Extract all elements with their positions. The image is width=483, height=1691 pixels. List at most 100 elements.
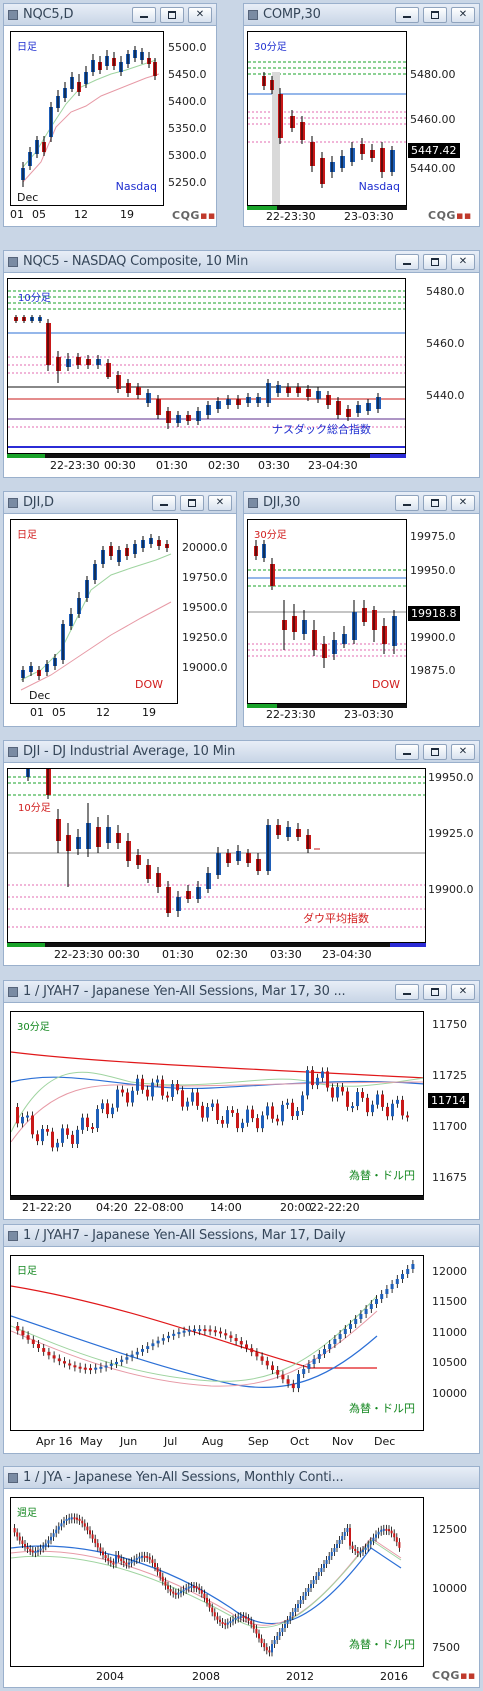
chart-svg	[8, 769, 425, 928]
window-dji-30[interactable]: DJI,30	[243, 491, 480, 727]
chart-plot-area[interactable]: 30分足 為替・ドル円	[10, 1011, 424, 1196]
chart-svg	[248, 61, 406, 205]
window-comp-30[interactable]: COMP,30	[243, 3, 480, 227]
minimize-button[interactable]	[132, 7, 156, 23]
chart-svg	[20, 534, 172, 691]
instrument-label: 為替・ドル円	[349, 1638, 415, 1651]
window-titlebar[interactable]: 1 / JYAH7 - Japanese Yen-All Sessions, M…	[4, 1225, 479, 1247]
x-tick: 2008	[192, 1670, 220, 1683]
y-tick: 11725	[432, 1069, 467, 1082]
maximize-button[interactable]	[423, 984, 447, 1000]
x-tick: 14:00	[210, 1201, 242, 1214]
maximize-button[interactable]	[180, 495, 204, 511]
x-tick: 19	[120, 208, 134, 221]
window-title: NQC5,D	[23, 7, 74, 22]
window-jyah7-daily[interactable]: 1 / JYAH7 - Japanese Yen-All Sessions, M…	[3, 1224, 480, 1454]
x-tick: 23-04:30	[308, 459, 358, 472]
close-icon	[452, 8, 474, 22]
window-titlebar[interactable]: DJI,D	[4, 492, 236, 514]
x-tick: Dec	[374, 1435, 396, 1448]
x-tick: 22-22:20	[310, 1201, 360, 1214]
y-tick: 11700	[432, 1120, 467, 1133]
y-tick: 5300.0	[168, 149, 207, 162]
x-tick: 22-08:00	[134, 1201, 184, 1214]
minimize-button[interactable]	[395, 744, 419, 760]
chart-plot-area[interactable]: 30分足 DOW	[247, 519, 407, 704]
minimize-button[interactable]	[395, 984, 419, 1000]
maximize-button[interactable]	[423, 7, 447, 23]
chart-plot-area[interactable]: 30分足 Nasdaq	[247, 31, 407, 206]
x-tick: 22-23:30	[266, 210, 316, 223]
window-titlebar[interactable]: 1 / JYAH7 - Japanese Yen-All Sessions, M…	[4, 981, 479, 1003]
chart-plot-area[interactable]: 週足 為替・ドル円	[10, 1497, 424, 1667]
window-dji-10min[interactable]: DJI - DJ Industrial Average, 10 Min	[3, 740, 480, 966]
maximize-button[interactable]	[423, 495, 447, 511]
maximize-button[interactable]	[423, 254, 447, 270]
window-dji-daily[interactable]: DJI,D	[3, 491, 237, 727]
x-tick: Aug	[202, 1435, 224, 1448]
window-nqc5-10min[interactable]: NQC5 - NASDAQ Composite, 10 Min	[3, 250, 480, 478]
candles	[16, 1260, 415, 1393]
close-button[interactable]	[451, 744, 475, 760]
minimize-button[interactable]	[152, 495, 176, 511]
session-bar	[45, 943, 390, 947]
last-price-box: 5447.42	[408, 143, 460, 158]
minimize-button[interactable]	[395, 254, 419, 270]
close-button[interactable]	[208, 495, 232, 511]
close-button[interactable]	[451, 7, 475, 23]
maximize-button[interactable]	[160, 7, 184, 23]
window-titlebar[interactable]: DJI,30	[244, 492, 479, 514]
close-button[interactable]	[451, 495, 475, 511]
window-title: COMP,30	[263, 7, 321, 22]
window-title: 1 / JYA - Japanese Yen-All Sessions, Mon…	[23, 1470, 344, 1485]
chart-window-icon	[8, 987, 18, 997]
timeframe-label: 30分足	[17, 1022, 50, 1033]
window-titlebar[interactable]: NQC5,D	[4, 4, 216, 26]
minimize-icon	[396, 255, 418, 269]
x-tick: 22-23:30	[266, 708, 316, 721]
y-tick: 19000.0	[182, 661, 228, 674]
chart-svg	[11, 1051, 423, 1152]
candles	[21, 534, 169, 682]
window-title: DJI - DJ Industrial Average, 10 Min	[23, 744, 236, 759]
maximize-button[interactable]	[423, 744, 447, 760]
y-tick: 19500.0	[182, 601, 228, 614]
x-tick: 23-04:30	[322, 948, 372, 961]
close-button[interactable]	[451, 984, 475, 1000]
maximize-icon	[424, 255, 446, 269]
chart-window-icon	[8, 1231, 18, 1241]
chart-plot-area[interactable]: 10分足 ダウ平均指数	[7, 768, 426, 943]
maximize-icon	[424, 496, 446, 510]
x-tick: Oct	[290, 1435, 310, 1448]
chart-window-icon	[8, 257, 18, 267]
close-button[interactable]	[451, 254, 475, 270]
window-titlebar[interactable]: DJI - DJ Industrial Average, 10 Min	[4, 741, 479, 763]
close-button[interactable]	[188, 7, 212, 23]
instrument-label: 為替・ドル円	[349, 1169, 415, 1182]
y-tick: 5440.00	[410, 162, 456, 175]
x-tick: 01:30	[162, 948, 194, 961]
window-nqc5-daily[interactable]: NQC5,D	[3, 3, 217, 227]
maximize-icon	[161, 8, 183, 22]
session-bar	[7, 454, 45, 458]
close-icon	[209, 496, 231, 510]
window-titlebar[interactable]: 1 / JYA - Japanese Yen-All Sessions, Mon…	[4, 1467, 479, 1489]
minimize-button[interactable]	[395, 7, 419, 23]
maximize-icon	[424, 8, 446, 22]
session-bar	[370, 454, 406, 458]
window-jya-monthly[interactable]: 1 / JYA - Japanese Yen-All Sessions, Mon…	[3, 1466, 480, 1688]
window-titlebar[interactable]: COMP,30	[244, 4, 479, 26]
window-jyah7-30[interactable]: 1 / JYAH7 - Japanese Yen-All Sessions, M…	[3, 980, 480, 1220]
chart-plot-area[interactable]: 10分足 ナスダック総合指数	[7, 278, 406, 454]
instrument-label: ナスダック総合指数	[272, 423, 371, 436]
window-titlebar[interactable]: NQC5 - NASDAQ Composite, 10 Min	[4, 251, 479, 273]
chart-plot-area[interactable]: 日足 Nasdaq Dec	[10, 31, 164, 206]
y-tick: 11500	[432, 1295, 467, 1308]
timeframe-label: 10分足	[18, 293, 51, 304]
y-tick: 5400.0	[168, 95, 207, 108]
chart-plot-area[interactable]: 日足 DOW Dec	[10, 519, 178, 704]
x-tick: 01	[30, 706, 44, 719]
minimize-button[interactable]	[395, 495, 419, 511]
x-tick: 2004	[96, 1670, 124, 1683]
chart-plot-area[interactable]: 日足 為替・ドル円	[10, 1255, 424, 1431]
